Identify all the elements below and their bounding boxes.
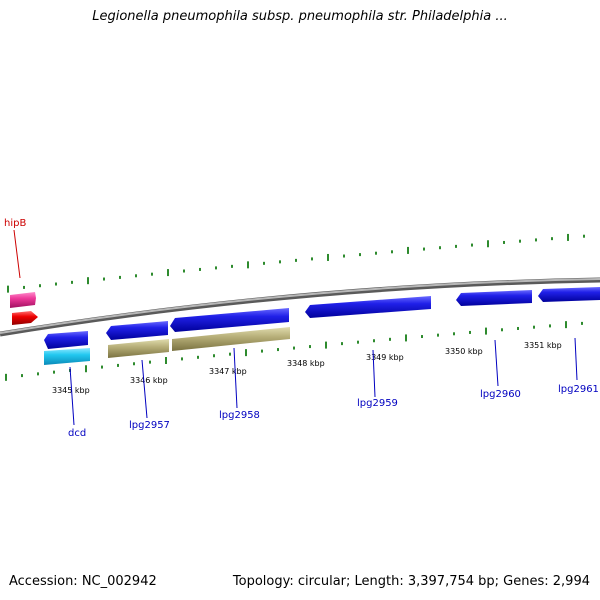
map-title: Legionella pneumophila subsp. pneumophil… <box>92 9 508 24</box>
feature-dcd-cyan[interactable] <box>44 348 90 365</box>
axis-label: 3350 kbp <box>445 347 483 356</box>
gene-leader-lines <box>69 337 578 426</box>
gene-lpg2960-blue[interactable] <box>456 290 532 306</box>
gene-lpg2961-blue[interactable] <box>538 287 600 302</box>
genome-summary-text: Topology: circular; Length: 3,397,754 bp… <box>232 574 590 589</box>
genome-backbone <box>0 277 600 337</box>
gene-hipb-red[interactable] <box>12 311 38 325</box>
axis-label: 3347 kbp <box>209 367 247 376</box>
gene-lpg2957-blue[interactable] <box>106 321 168 340</box>
gene-dcd-blue[interactable] <box>44 331 88 349</box>
gene-label-dcd[interactable]: dcd <box>68 428 86 439</box>
gene-label-hipb[interactable]: hipB <box>4 218 26 229</box>
accession-text: Accession: NC_002942 <box>9 574 157 589</box>
genome-backbone-highlight <box>0 278 600 334</box>
axis-label: 3348 kbp <box>287 359 325 368</box>
axis-label: 3345 kbp <box>52 386 90 395</box>
gene-lpg2958-blue[interactable] <box>170 308 289 332</box>
gene-label-lpg2959[interactable]: lpg2959 <box>357 398 398 409</box>
tick-row-lower <box>5 321 583 381</box>
axis-label: 3346 kbp <box>130 376 168 385</box>
tick-row-upper <box>7 233 585 293</box>
hipb-leader-line <box>13 229 21 279</box>
feature-lpg2958-khaki[interactable] <box>172 327 290 351</box>
axis-label: 3349 kbp <box>366 353 404 362</box>
axis-label: 3351 kbp <box>524 341 562 350</box>
feature-lpg2957-khaki[interactable] <box>108 339 169 358</box>
gene-label-lpg2957[interactable]: lpg2957 <box>129 420 170 431</box>
axis-labels: 3345 kbp 3346 kbp 3347 kbp 3348 kbp 3349… <box>52 341 562 395</box>
gene-label-lpg2958[interactable]: lpg2958 <box>219 410 260 421</box>
gene-hipb-magenta[interactable] <box>10 292 36 308</box>
gene-label-lpg2961[interactable]: lpg2961 <box>558 384 599 395</box>
gene-label-lpg2960[interactable]: lpg2960 <box>480 389 521 400</box>
gene-lpg2959-blue[interactable] <box>305 296 431 318</box>
